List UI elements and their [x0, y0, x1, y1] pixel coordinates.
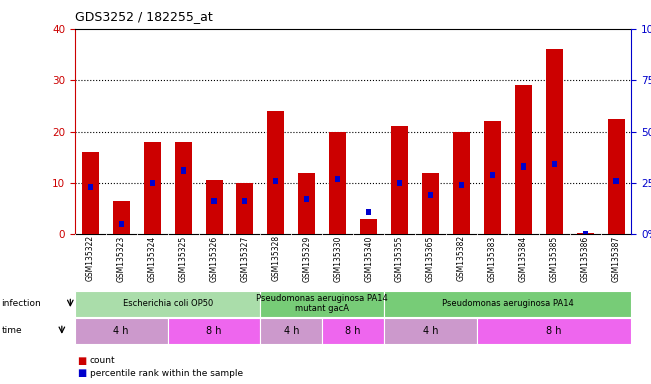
- Bar: [260, 318, 322, 344]
- Bar: [384, 318, 477, 344]
- Bar: [546, 49, 562, 234]
- Bar: [521, 163, 526, 169]
- Bar: [118, 221, 124, 227]
- Bar: [484, 121, 501, 234]
- Bar: [150, 180, 155, 186]
- Text: 8 h: 8 h: [546, 326, 562, 336]
- Text: GSM135383: GSM135383: [488, 235, 497, 281]
- Text: infection: infection: [1, 299, 41, 308]
- Text: GSM135355: GSM135355: [395, 235, 404, 282]
- Bar: [242, 198, 247, 204]
- Text: GSM135387: GSM135387: [611, 235, 620, 281]
- Bar: [515, 85, 532, 234]
- Bar: [174, 142, 191, 234]
- Text: GSM135330: GSM135330: [333, 235, 342, 282]
- Bar: [260, 291, 384, 317]
- Bar: [236, 183, 253, 234]
- Bar: [335, 176, 340, 182]
- Text: percentile rank within the sample: percentile rank within the sample: [90, 369, 243, 378]
- Text: GSM135327: GSM135327: [240, 235, 249, 281]
- Text: 4 h: 4 h: [422, 326, 438, 336]
- Text: Pseudomonas aeruginosa PA14: Pseudomonas aeruginosa PA14: [442, 299, 574, 308]
- Bar: [551, 161, 557, 167]
- Bar: [477, 318, 631, 344]
- Bar: [180, 167, 186, 174]
- Text: time: time: [1, 326, 22, 335]
- Text: GSM135323: GSM135323: [117, 235, 126, 281]
- Bar: [384, 291, 631, 317]
- Text: GSM135325: GSM135325: [178, 235, 187, 281]
- Bar: [329, 131, 346, 234]
- Text: GSM135385: GSM135385: [549, 235, 559, 281]
- Bar: [273, 178, 279, 184]
- Text: GSM135384: GSM135384: [519, 235, 528, 281]
- Bar: [212, 198, 217, 204]
- Text: Escherichia coli OP50: Escherichia coli OP50: [122, 299, 213, 308]
- Bar: [88, 184, 93, 190]
- Bar: [82, 152, 99, 234]
- Text: GSM135328: GSM135328: [271, 235, 281, 281]
- Bar: [75, 318, 168, 344]
- Bar: [422, 173, 439, 234]
- Bar: [298, 173, 315, 234]
- Bar: [391, 126, 408, 234]
- Text: GSM135326: GSM135326: [210, 235, 219, 281]
- Text: 4 h: 4 h: [284, 326, 299, 336]
- Bar: [268, 111, 284, 234]
- Bar: [206, 180, 223, 234]
- Bar: [366, 209, 371, 215]
- Bar: [304, 196, 309, 202]
- Text: GSM135340: GSM135340: [364, 235, 373, 282]
- Text: ■: ■: [77, 368, 86, 378]
- Bar: [583, 231, 588, 237]
- Bar: [144, 142, 161, 234]
- Text: GSM135322: GSM135322: [86, 235, 95, 281]
- Bar: [75, 291, 260, 317]
- Bar: [459, 182, 464, 188]
- Text: GSM135365: GSM135365: [426, 235, 435, 282]
- Bar: [360, 219, 377, 234]
- Text: 8 h: 8 h: [206, 326, 222, 336]
- Bar: [577, 233, 594, 234]
- Bar: [168, 318, 260, 344]
- Text: GDS3252 / 182255_at: GDS3252 / 182255_at: [75, 10, 213, 23]
- Bar: [428, 192, 433, 198]
- Text: 8 h: 8 h: [346, 326, 361, 336]
- Bar: [397, 180, 402, 186]
- Text: GSM135324: GSM135324: [148, 235, 157, 281]
- Bar: [613, 178, 618, 184]
- Text: GSM135329: GSM135329: [302, 235, 311, 281]
- Text: GSM135386: GSM135386: [581, 235, 590, 281]
- Bar: [453, 131, 470, 234]
- Bar: [607, 119, 624, 234]
- Bar: [490, 172, 495, 178]
- Bar: [113, 201, 130, 234]
- Text: 4 h: 4 h: [113, 326, 129, 336]
- Bar: [322, 318, 384, 344]
- Text: count: count: [90, 356, 115, 366]
- Text: Pseudomonas aeruginosa PA14
mutant gacA: Pseudomonas aeruginosa PA14 mutant gacA: [256, 294, 388, 313]
- Text: GSM135382: GSM135382: [457, 235, 466, 281]
- Text: ■: ■: [77, 356, 86, 366]
